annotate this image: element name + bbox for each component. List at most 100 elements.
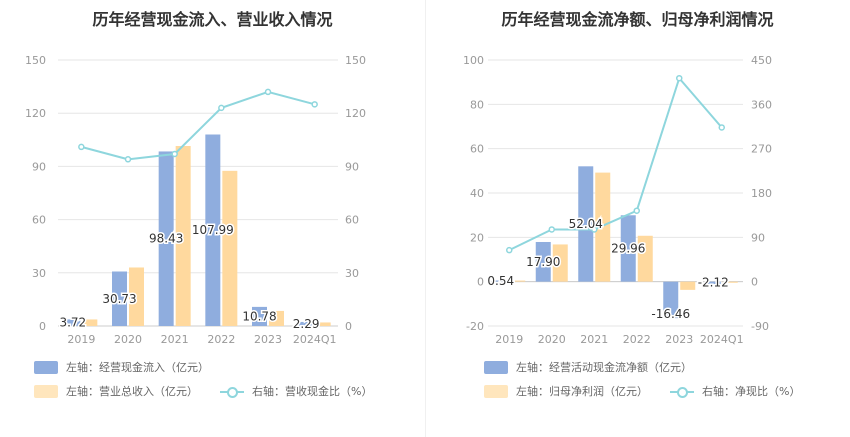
right-axis-tick-label: -90 bbox=[751, 320, 769, 333]
bar-secondary bbox=[129, 267, 144, 326]
legend-item-net-cashflow[interactable]: 左轴：经营活动现金流净额（亿元） bbox=[484, 359, 692, 375]
bar-primary bbox=[535, 241, 551, 282]
left-axis-tick-label: 40 bbox=[470, 187, 484, 200]
bar-secondary bbox=[552, 244, 568, 282]
legend-row-2: 左轴：营业总收入（亿元） 右轴：营收现金比（%） bbox=[34, 383, 394, 399]
left-axis-tick-label: 0 bbox=[477, 276, 484, 289]
right-axis-tick-label: 360 bbox=[751, 98, 772, 111]
bar-primary bbox=[663, 281, 679, 319]
bar-data-label: 29.96 bbox=[611, 241, 645, 255]
bar-primary bbox=[205, 134, 221, 326]
category-tick-label: 2021 bbox=[161, 333, 189, 346]
bar-data-label: 98.43 bbox=[149, 232, 183, 246]
bar-primary bbox=[65, 319, 81, 326]
ratio-line bbox=[81, 90, 315, 161]
bar-secondary bbox=[175, 146, 191, 326]
left-axis-tick-label: 20 bbox=[470, 231, 484, 244]
right-axis-tick-label: 60 bbox=[345, 214, 359, 227]
bar-primary bbox=[112, 271, 127, 326]
legend-item-net-profit[interactable]: 左轴：归母净利润（亿元） bbox=[484, 383, 648, 399]
left-axis-tick-label: 150 bbox=[25, 54, 46, 67]
bar-secondary bbox=[722, 281, 738, 283]
right-axis-tick-label: 450 bbox=[751, 54, 772, 67]
right-axis-tick-label: 270 bbox=[751, 143, 772, 156]
legend-item-net-ratio[interactable]: 右轴：净现比（%） bbox=[670, 383, 800, 399]
chart-plot: -20 0 20 40 60 80 100 -90 0 90 180 270 360 450 2019 202… bbox=[463, 54, 772, 346]
left-axis-tick-label: 60 bbox=[470, 143, 484, 156]
bar-primary bbox=[252, 306, 267, 326]
ratio-line-point bbox=[311, 101, 318, 108]
right-axis-tick-label: 120 bbox=[345, 107, 366, 120]
legend-swatch-line bbox=[670, 385, 694, 398]
left-axis-tick-label: 90 bbox=[32, 160, 46, 173]
bar-primary bbox=[298, 321, 314, 326]
legend-swatch-bar bbox=[484, 384, 508, 398]
legend-item-inflow[interactable]: 左轴：经营现金流入（亿元） bbox=[34, 359, 209, 375]
legend-item-revenue[interactable]: 左轴：营业总收入（亿元） bbox=[34, 383, 198, 399]
category-tick-label: 2019 bbox=[495, 333, 523, 346]
right-axis-tick-label: 90 bbox=[345, 160, 359, 173]
legend-label: 左轴：归母净利润（亿元） bbox=[516, 385, 648, 398]
bar-secondary bbox=[680, 281, 696, 290]
left-axis-tick-label: 30 bbox=[32, 267, 46, 280]
ratio-line-point bbox=[124, 156, 132, 163]
category-tick-label: 2023 bbox=[665, 333, 693, 346]
left-axis-tick-label: 0 bbox=[39, 320, 46, 333]
bar-primary bbox=[620, 215, 636, 282]
right-axis-tick-label: 180 bbox=[751, 187, 772, 200]
ratio-line bbox=[508, 76, 723, 252]
bar-data-label: 3.72 bbox=[59, 316, 86, 330]
bar-secondary bbox=[82, 319, 98, 326]
bar-data-label: -2.12 bbox=[698, 275, 729, 289]
legend-row-2: 左轴：归母净利润（亿元） 右轴：净现比（%） bbox=[484, 383, 822, 399]
panel-divider bbox=[425, 0, 426, 437]
left-axis-tick-label: 80 bbox=[470, 98, 484, 111]
bar-data-label: 0.54 bbox=[487, 274, 514, 288]
ratio-line-point bbox=[264, 88, 272, 96]
category-tick-label: 2024Q1 bbox=[293, 333, 337, 346]
legend-label: 左轴：经营活动现金流净额（亿元） bbox=[516, 361, 692, 374]
bar-data-label: 17.90 bbox=[526, 255, 560, 269]
ratio-line-point bbox=[78, 143, 85, 151]
bar-secondary bbox=[595, 172, 611, 282]
cashflow-net-chart: 历年经营现金流净额、归母净利润情况 -20 0 20 40 60 80 100 -90 0 90 1… bbox=[425, 0, 850, 437]
bar-data-label: 2.29 bbox=[293, 317, 320, 331]
right-axis-tick-label: 0 bbox=[345, 320, 352, 333]
bar-data-label: 10.78 bbox=[242, 309, 276, 323]
legend-row-1: 左轴：经营活动现金流净额（亿元） bbox=[484, 359, 714, 375]
legend-swatch-bar bbox=[484, 360, 508, 374]
bar-data-label: -16.46 bbox=[651, 307, 690, 321]
ratio-line-point bbox=[218, 104, 225, 112]
ratio-line-point bbox=[506, 246, 513, 254]
right-axis-tick-label: 30 bbox=[345, 267, 359, 280]
ratio-line-point bbox=[171, 150, 178, 158]
left-axis-tick-label: -20 bbox=[466, 320, 484, 333]
chart-plot: 0 30 60 90 120 150 0 30 60 90 120 150 2019 2020 2021 20… bbox=[25, 54, 366, 346]
bar-data-label: 30.73 bbox=[102, 292, 136, 306]
bar-secondary bbox=[269, 310, 284, 326]
bar-secondary bbox=[510, 280, 526, 282]
bar-data-label: 52.04 bbox=[569, 217, 603, 231]
left-axis-tick-label: 120 bbox=[25, 107, 46, 120]
bar-secondary bbox=[315, 322, 331, 326]
bar-secondary bbox=[222, 170, 238, 326]
chart-title: 历年经营现金流净额、归母净利润情况 bbox=[501, 10, 774, 29]
ratio-line-point bbox=[718, 124, 725, 131]
bar-primary bbox=[705, 281, 721, 287]
legend-label: 左轴：经营现金流入（亿元） bbox=[66, 361, 209, 374]
category-tick-label: 2021 bbox=[580, 333, 608, 346]
legend-label: 右轴：营收现金比（%） bbox=[252, 385, 373, 398]
bar-primary bbox=[158, 151, 174, 326]
bar-data-label: 107.99 bbox=[192, 223, 234, 237]
legend-row-1: 左轴：经营现金流入（亿元） bbox=[34, 359, 231, 375]
legend-item-ratio[interactable]: 右轴：营收现金比（%） bbox=[220, 383, 372, 399]
legend-swatch-bar bbox=[34, 384, 58, 398]
ratio-line-point bbox=[591, 226, 598, 233]
bar-primary bbox=[578, 166, 594, 282]
ratio-line-point bbox=[676, 74, 683, 82]
bar-secondary bbox=[637, 235, 653, 282]
ratio-line-point bbox=[548, 226, 555, 233]
category-tick-label: 2019 bbox=[67, 333, 95, 346]
cashflow-inflow-chart: 历年经营现金流入、营业收入情况 0 30 60 90 120 150 0 30 60 90 120 1… bbox=[25, 10, 394, 399]
